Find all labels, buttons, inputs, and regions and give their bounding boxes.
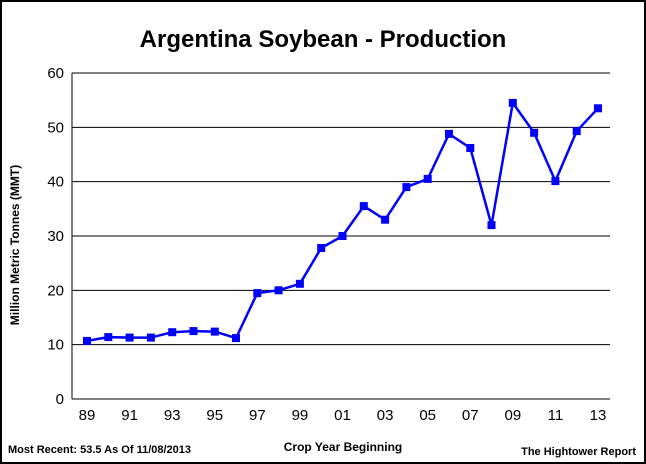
data-point: [594, 104, 602, 113]
y-axis-label: Million Metric Tonnes (MMT): [8, 165, 22, 325]
x-tick-label: 99: [292, 407, 309, 424]
y-tick-label: 0: [56, 391, 64, 408]
x-tick-label: 03: [377, 407, 394, 424]
data-point: [359, 202, 368, 211]
data-point: [317, 244, 326, 252]
data-point: [508, 98, 517, 107]
y-tick-label: 40: [47, 174, 64, 191]
x-tick-label: 93: [164, 407, 181, 424]
x-tick-label: 89: [79, 407, 96, 424]
data-point: [381, 215, 390, 224]
footer-source-note: Most Recent: 53.5 As Of 11/08/2013: [8, 444, 191, 456]
y-tick-label: 10: [47, 337, 64, 354]
data-point: [445, 129, 453, 138]
data-point: [168, 328, 177, 337]
x-tick-label: 01: [334, 407, 351, 424]
data-point: [487, 221, 496, 230]
data-point: [210, 327, 219, 336]
series-line: [86, 101, 599, 343]
x-tick-label: 91: [121, 407, 138, 424]
data-point: [402, 183, 411, 192]
data-point: [338, 232, 347, 240]
x-axis-label: Crop Year Beginning: [284, 440, 402, 454]
y-tick-label: 30: [47, 228, 64, 245]
data-point: [466, 144, 475, 152]
x-tick-label: 13: [590, 407, 607, 424]
y-tick-label: 50: [47, 119, 64, 136]
data-point: [146, 333, 155, 342]
x-tick-label: 11: [548, 407, 564, 424]
data-point: [572, 127, 581, 136]
data-point: [83, 336, 91, 345]
grid-layer: [72, 72, 610, 400]
x-tick-label: 97: [249, 407, 266, 424]
x-tick-label: 09: [504, 407, 521, 424]
data-point: [274, 286, 283, 295]
y-tick-label: 60: [47, 65, 64, 82]
data-point: [104, 333, 113, 342]
data-point: [253, 289, 262, 298]
y-tick-label: 20: [47, 282, 64, 299]
data-point: [423, 174, 432, 183]
axis-layer: 0 10 20 30 40 50 60 89 91 93 95 97 99 01 03 05 07 09 11 13: [47, 65, 606, 424]
data-point: [232, 334, 240, 343]
footer-credit: The Hightower Report: [521, 446, 636, 458]
x-tick-label: 95: [206, 407, 223, 424]
data-point: [295, 279, 304, 288]
x-tick-label: 07: [462, 407, 479, 424]
data-point: [530, 128, 539, 137]
x-tick-label: 05: [419, 407, 436, 424]
series-layer: [83, 98, 602, 345]
data-point: [125, 333, 134, 342]
chart-title: Argentina Soybean - Production: [140, 26, 507, 53]
data-point: [189, 327, 198, 336]
data-point: [551, 177, 560, 186]
